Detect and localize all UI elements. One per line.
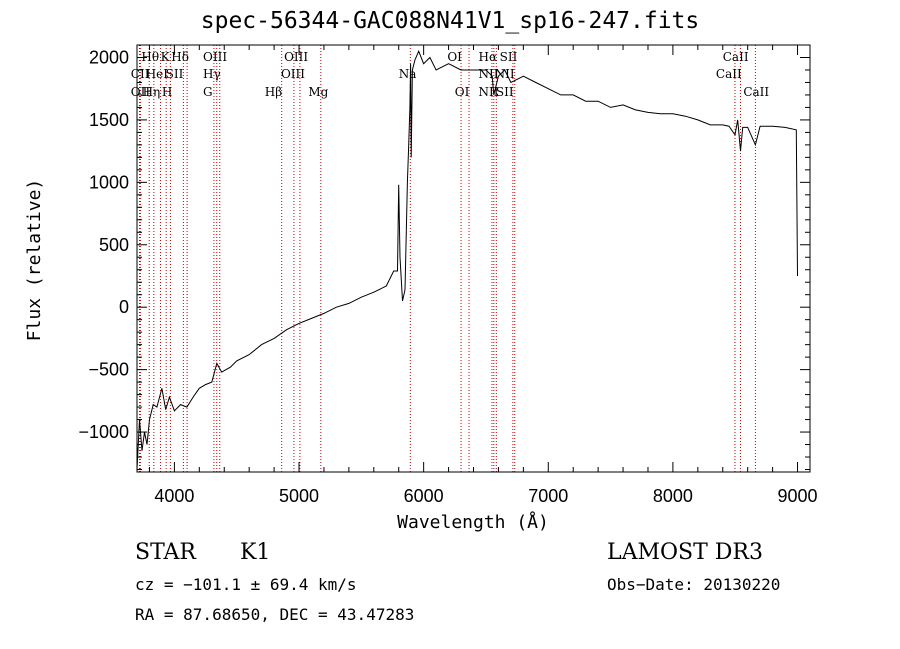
spectral-line-label: OI [447, 50, 462, 64]
spectral-line-label: NII [478, 67, 498, 81]
y-tick-label: 1000 [89, 172, 129, 192]
spectral-line-label: NII [478, 85, 498, 99]
spectral-line-label: Mg [308, 85, 328, 99]
survey-name: LAMOST DR3 [607, 540, 763, 565]
spectral-line-label: CaII [716, 67, 742, 81]
y-tick-label: 0 [119, 297, 129, 317]
y-tick-label: 500 [99, 235, 129, 255]
spectral-line-label: OIII [203, 50, 227, 64]
plot-frame [136, 44, 811, 473]
chart-title: spec-56344-GAC088N41V1_sp16-247.fits [200, 8, 700, 34]
spectral-line-label: CII [131, 67, 150, 81]
y-axis-label: Flux (relative) [24, 179, 45, 342]
spectral-line-label: OIII [281, 67, 305, 81]
spectral-line-label: SII [500, 50, 518, 64]
x-axis-label: Wavelength (Å) [397, 511, 549, 533]
y-tick-label: −1000 [78, 422, 129, 442]
y-tick-label: 1500 [89, 110, 129, 130]
spectral-line-label: SII [496, 85, 514, 99]
spectrum-line-0 [136, 49, 798, 470]
spectral-line-label: Hα [478, 50, 497, 64]
spectral-line-label: OIII [284, 50, 308, 64]
spectral-line-label: Hη [143, 85, 161, 99]
spectral-line-label: Hβ [265, 85, 282, 99]
spectral-line-label: CaII [723, 50, 749, 64]
x-tick-label: 8000 [653, 486, 693, 506]
spectral-line-label: Na [399, 67, 417, 81]
spectral-line-label: Hθ [141, 50, 159, 64]
obs-date: Obs−Date: 20130220 [607, 575, 781, 594]
x-tick-label: 6000 [404, 486, 444, 506]
redshift-text: cz = −101.1 ± 69.4 km/s [135, 575, 357, 594]
y-tick-label: −500 [88, 360, 129, 380]
spectral-line-label: H [162, 85, 172, 99]
spectral-line-label: Hδ [171, 50, 189, 64]
x-tick-label: 9000 [778, 486, 818, 506]
x-tick-label: 4000 [154, 486, 194, 506]
spectral-line-label: NII [495, 67, 515, 81]
spectral-line-label: HeI [146, 67, 169, 81]
spectral-subclass: K1 [240, 540, 271, 565]
spectral-line-label: SII [166, 67, 184, 81]
x-tick-label: 7000 [528, 486, 568, 506]
y-tick-label: 2000 [89, 47, 129, 67]
spectral-line-label: Hγ [203, 67, 221, 81]
spectral-line-label: CaII [743, 85, 769, 99]
spectral-line-label: K [161, 50, 171, 64]
spectral-line-label: G [203, 85, 213, 99]
x-tick-label: 5000 [279, 486, 319, 506]
coordinates: RA = 87.68650, DEC = 43.47283 [135, 605, 415, 624]
spectral-line-label: OI [455, 85, 470, 99]
object-class: STAR [135, 540, 196, 565]
spectral-line-label: OII [131, 85, 151, 99]
